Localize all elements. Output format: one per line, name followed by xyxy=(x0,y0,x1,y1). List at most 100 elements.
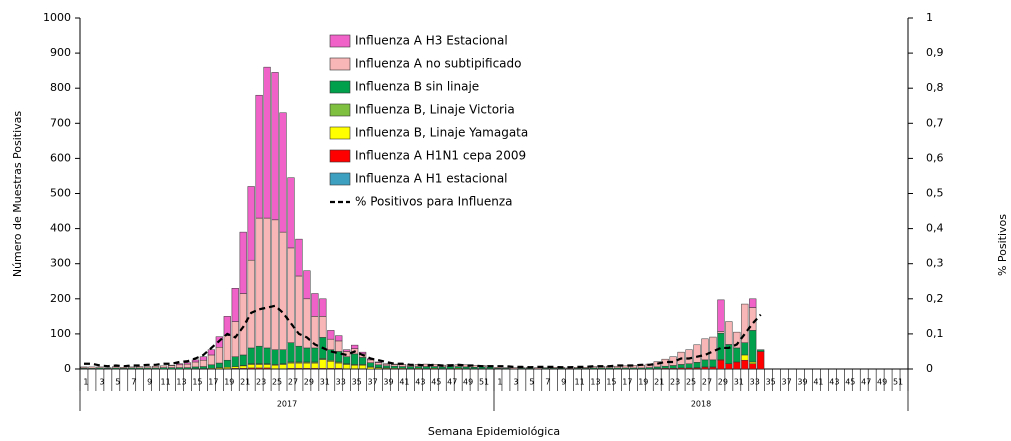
bar-segment xyxy=(685,363,693,369)
bar-segment xyxy=(295,238,303,277)
legend-label: Influenza A no subtipificado xyxy=(355,57,521,71)
bar-segment xyxy=(311,362,319,369)
bar-segment xyxy=(757,351,765,370)
bar-segment xyxy=(335,335,343,342)
bar-segment xyxy=(398,366,407,369)
y-tick-label: 700 xyxy=(50,116,71,129)
bar-segment xyxy=(215,362,223,368)
x-tick-label: 29 xyxy=(718,378,728,387)
x-tick-label: 33 xyxy=(750,378,760,387)
x-tick-label: 47 xyxy=(861,378,871,387)
legend-swatch xyxy=(329,172,351,186)
bar-segment xyxy=(263,347,271,364)
bar-segment xyxy=(207,364,215,369)
y-tick-label: 200 xyxy=(50,292,71,305)
bar-segment xyxy=(223,316,231,336)
y2-tick-label: 0,4 xyxy=(926,222,944,235)
bar-segment xyxy=(303,270,311,300)
x-tick-label: 9 xyxy=(147,378,152,387)
x-tick-label: 35 xyxy=(352,378,362,387)
x-tick-label: 13 xyxy=(590,378,600,387)
bar-segment xyxy=(669,365,677,369)
legend-label: % Positivos para Influenza xyxy=(355,195,513,209)
legend-swatch xyxy=(329,103,351,117)
bar-segment xyxy=(279,112,287,233)
bar-segment xyxy=(382,365,391,369)
bar-segment xyxy=(191,366,200,369)
bar-segment xyxy=(749,361,757,364)
bar-segment xyxy=(741,342,749,356)
bar-segment xyxy=(677,364,685,369)
bar-segment xyxy=(351,344,359,349)
x-tick-label: 3 xyxy=(99,378,104,387)
legend-label: Influenza A H3 Estacional xyxy=(355,34,508,48)
bar-segment xyxy=(96,366,104,369)
x-tick-label: 37 xyxy=(782,378,792,387)
bar-segment xyxy=(733,331,741,349)
y2-tick-label: 1 xyxy=(926,11,933,24)
x-tick-label: 31 xyxy=(734,378,744,387)
x-axis-title: Semana Epidemiológica xyxy=(428,425,560,438)
x-tick-label: 13 xyxy=(176,378,186,387)
x-tick-label: 15 xyxy=(192,378,202,387)
x-tick-label: 17 xyxy=(208,378,218,387)
bar-segment xyxy=(263,66,271,219)
bar-segment xyxy=(231,366,239,369)
bar-segment xyxy=(271,349,279,365)
bar-segment xyxy=(88,366,96,369)
x-tick-label: 35 xyxy=(766,378,776,387)
bar-segment xyxy=(709,336,717,361)
bar-segment xyxy=(80,366,88,369)
bar-segment xyxy=(231,356,239,367)
bar-segment xyxy=(749,330,757,363)
x-tick-label: 1 xyxy=(83,378,88,387)
bar-segment xyxy=(717,359,725,370)
bar-segment xyxy=(136,366,144,369)
bar-segment xyxy=(104,367,112,369)
legend-label: Influenza A H1N1 cepa 2009 xyxy=(355,149,526,163)
bar-segment xyxy=(255,94,263,219)
x-tick-label: 43 xyxy=(415,378,425,387)
x-tick-label: 19 xyxy=(638,378,648,387)
bar-segment xyxy=(303,347,311,363)
x-tick-label: 49 xyxy=(463,378,473,387)
bar-segment xyxy=(741,354,749,361)
bar-segment xyxy=(374,361,383,363)
bar-segment xyxy=(311,293,319,317)
x-tick-label: 5 xyxy=(529,378,534,387)
x-tick-label: 23 xyxy=(256,378,266,387)
x-tick-label: 45 xyxy=(431,378,441,387)
bar-segment xyxy=(191,361,200,368)
legend-swatch xyxy=(329,34,351,48)
bar-segment xyxy=(390,364,399,367)
bar-segment xyxy=(215,346,223,364)
bar-segment xyxy=(621,365,629,369)
bar-segment xyxy=(693,344,701,363)
bar-segment xyxy=(191,359,200,363)
bar-segment xyxy=(502,367,510,369)
bar-segment xyxy=(374,362,383,366)
bar-segment xyxy=(343,364,351,369)
y2-tick-label: 0,7 xyxy=(926,116,944,129)
bar-segment xyxy=(255,217,263,347)
bar-segment xyxy=(144,366,152,369)
bar-segment xyxy=(367,362,375,368)
bar-segment xyxy=(374,364,383,368)
bar-segment xyxy=(462,366,470,369)
bar-segment xyxy=(175,364,184,368)
bar-segment xyxy=(414,366,422,369)
bar-segment xyxy=(255,345,263,364)
bar-segment xyxy=(717,299,725,332)
bar-segment xyxy=(454,366,462,369)
y2-tick-label: 0,3 xyxy=(926,257,944,270)
x-tick-label: 41 xyxy=(399,378,409,387)
bar-segment xyxy=(422,366,430,369)
x-tick-label: 11 xyxy=(575,378,585,387)
bar-segment xyxy=(167,365,176,368)
bar-segment xyxy=(207,349,215,356)
bar-segment xyxy=(725,321,733,345)
bar-segment xyxy=(287,247,295,343)
x-tick-label: 39 xyxy=(383,378,393,387)
bar-segment xyxy=(430,366,438,369)
